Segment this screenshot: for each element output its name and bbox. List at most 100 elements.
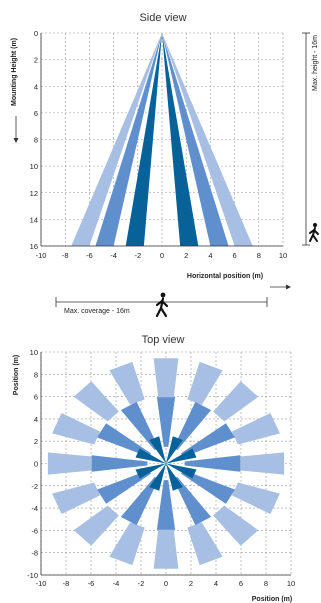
top-beam-dark <box>149 436 166 464</box>
top-x-axis-label: Position (m) <box>252 596 292 603</box>
side-y-tick-label: 14 <box>30 215 38 224</box>
top-beam-light <box>213 381 259 422</box>
side-y-tick-label: 16 <box>30 242 38 251</box>
top-beam-light <box>240 452 285 475</box>
top-x-tick-label: 2 <box>189 579 193 588</box>
max-height-bracket <box>302 32 310 246</box>
top-y-tick-label: -4 <box>31 504 38 513</box>
top-y-tick-label: 6 <box>34 393 38 402</box>
top-beam-mid <box>181 470 235 504</box>
side-x-tick-label: 8 <box>257 251 261 260</box>
side-x-tick-label: 0 <box>160 251 164 260</box>
side-beam-light <box>162 33 253 246</box>
top-beam-light <box>73 381 119 422</box>
top-beam-mid <box>156 480 176 530</box>
side-x-tick-label: -2 <box>134 251 141 260</box>
side-x-tick-label: 10 <box>279 251 287 260</box>
side-x-ticks: -10 -8 -6 -4 -2 0 2 4 6 8 10 <box>36 251 288 260</box>
side-beam-light <box>71 33 162 246</box>
top-beam-light <box>187 361 223 405</box>
top-x-tick-label: -6 <box>88 579 95 588</box>
top-beam-light <box>153 358 179 397</box>
side-y-tick-label: 10 <box>30 162 38 171</box>
side-beam-mid <box>95 33 162 246</box>
top-beam-light <box>52 413 101 445</box>
side-x-tick-label: -10 <box>36 251 47 260</box>
side-x-tick-label: -4 <box>110 251 117 260</box>
side-beams <box>71 33 253 246</box>
top-beam-light <box>109 522 145 566</box>
side-x-tick-label: -6 <box>86 251 93 260</box>
side-axes <box>40 33 283 247</box>
side-y-axis-label: Mounting Height (m) <box>11 38 18 106</box>
top-y-tick-label: 8 <box>34 370 38 379</box>
top-y-tick-label: -6 <box>31 526 38 535</box>
top-x-tick-label: 10 <box>287 579 295 588</box>
top-beam-light <box>47 452 92 475</box>
walking-person-icon <box>309 223 319 242</box>
top-y-tick-label: 0 <box>34 460 38 469</box>
top-beam-mid <box>91 455 148 472</box>
top-y-tick-label: 4 <box>34 415 38 424</box>
top-beam-dark <box>166 463 183 491</box>
side-beam-dark <box>125 33 162 246</box>
side-x-tick-label: 2 <box>184 251 188 260</box>
side-y-tick-label: 2 <box>34 56 38 65</box>
top-beam-light <box>231 413 280 445</box>
top-y-tick-label: -8 <box>31 549 38 558</box>
side-x-tick-label: -8 <box>62 251 69 260</box>
side-y-tick-label: 4 <box>34 82 38 91</box>
top-beam-mid <box>173 401 212 451</box>
side-y-arrow-icon <box>13 116 19 143</box>
top-beam-dark <box>135 463 166 479</box>
top-beam-light <box>213 505 259 546</box>
top-beam-dark <box>166 436 183 464</box>
top-x-tick-label: -10 <box>36 579 47 588</box>
side-x-axis-label: Horizontal position (m) <box>187 273 263 280</box>
max-height-label: Max. height - 16m <box>312 35 319 91</box>
top-view-title: Top view <box>142 334 185 346</box>
side-beam-mid <box>162 33 229 246</box>
top-beam-light <box>231 482 280 514</box>
side-grid <box>40 32 284 247</box>
top-beam-mid <box>97 470 151 504</box>
top-x-tick-label: -2 <box>138 579 145 588</box>
top-x-tick-label: -4 <box>113 579 120 588</box>
side-x-arrow-icon <box>270 284 291 290</box>
top-beam-mid <box>97 423 151 457</box>
top-beam-light <box>109 361 145 405</box>
top-beam-mid <box>120 476 159 526</box>
top-y-ticks: 10 8 6 4 2 0 -2 -4 -6 -8 -10 <box>27 348 38 580</box>
walking-person-icon-2 <box>155 292 169 318</box>
top-beam-mid <box>156 397 176 447</box>
top-beam-light <box>187 522 223 566</box>
top-x-tick-label: 8 <box>264 579 268 588</box>
top-beam-mid <box>120 401 159 451</box>
top-x-tick-label: 6 <box>239 579 243 588</box>
top-y-tick-label: 2 <box>34 437 38 446</box>
top-y-tick-label: -2 <box>31 482 38 491</box>
side-y-tick-label: 0 <box>34 29 38 38</box>
top-beam-dark <box>166 463 197 479</box>
top-x-ticks: -10 -8 -6 -4 -2 0 2 4 6 8 10 <box>36 579 296 588</box>
top-beams <box>47 358 285 569</box>
top-beam-light <box>52 482 101 514</box>
side-y-tick-label: 6 <box>34 109 38 118</box>
side-x-tick-label: 4 <box>208 251 212 260</box>
top-y-axis-label: Position (m) <box>13 355 20 395</box>
top-beam-dark <box>166 448 197 464</box>
top-beam-dark <box>149 463 166 491</box>
max-coverage-label: Max. coverage - 16m <box>64 308 130 315</box>
top-beam-mid <box>184 455 241 472</box>
top-beam-light <box>73 505 119 546</box>
side-beam-dark <box>162 33 199 246</box>
side-y-ticks: 0 2 4 6 8 10 12 14 16 <box>30 29 38 251</box>
top-x-tick-label: 0 <box>164 579 168 588</box>
top-x-tick-label: -8 <box>63 579 70 588</box>
top-x-tick-label: 4 <box>214 579 218 588</box>
top-view-plot: -10 -8 -6 -4 -2 0 2 4 6 8 10 10 8 6 4 2 0 -2 -4 -6 -8 -10 <box>27 348 295 588</box>
top-y-tick-label: 10 <box>30 348 38 357</box>
side-y-tick-label: 8 <box>34 136 38 145</box>
top-beam-mid <box>173 476 212 526</box>
